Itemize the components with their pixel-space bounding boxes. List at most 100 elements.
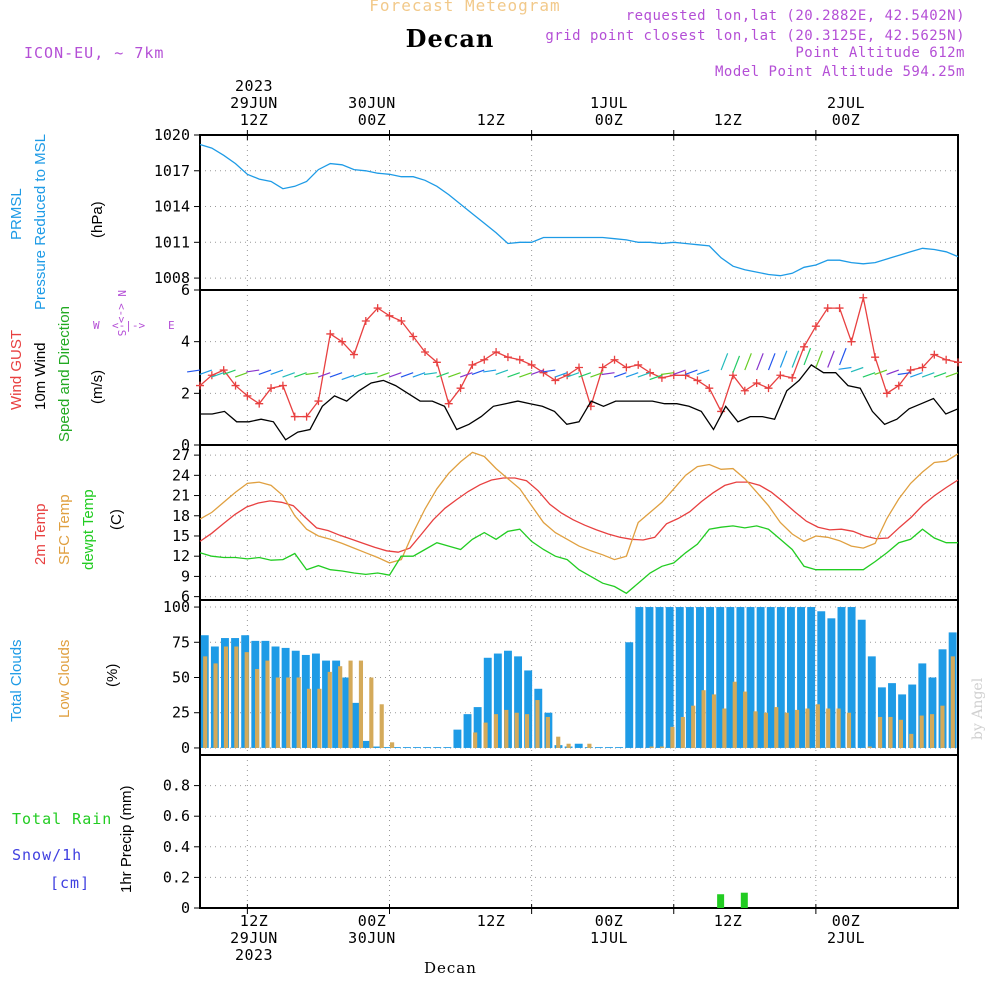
total-cloud-bar	[291, 650, 300, 748]
time-label-line: 12Z	[239, 912, 269, 930]
low-cloud-bar	[722, 708, 727, 748]
wind-direction-arrow	[187, 369, 201, 373]
low-cloud-bar	[348, 660, 353, 748]
total-cloud-bar	[847, 607, 856, 748]
wind-direction-arrow	[554, 372, 568, 378]
rain-label: Total Rain	[12, 810, 113, 828]
wind-direction-arrow	[732, 355, 741, 373]
low-cloud-bar	[732, 681, 737, 748]
total-cloud-bar	[402, 747, 411, 748]
total-cloud-bar	[726, 607, 735, 748]
gust-marker	[409, 332, 418, 341]
gust-marker	[432, 358, 441, 367]
low-cloud-bar	[701, 690, 706, 748]
low-cloud-bar	[753, 711, 758, 748]
wind-direction-arrow	[827, 350, 835, 368]
gust-marker	[255, 399, 264, 408]
gust-marker	[634, 360, 643, 369]
low-cloud-bar	[878, 716, 883, 748]
gust-marker	[800, 342, 809, 351]
gust-marker	[918, 363, 927, 372]
total-cloud-bar	[716, 607, 725, 748]
gust-marker	[823, 304, 832, 313]
total-cloud-bar	[675, 607, 684, 748]
low-cloud-bar	[711, 694, 717, 748]
total-cloud-bar	[928, 677, 937, 748]
wind-direction-arrow	[483, 369, 497, 373]
total-cloud-bar	[433, 747, 442, 748]
time-label-line: 00Z	[831, 111, 861, 129]
total-cloud-bar	[504, 650, 512, 748]
gust-marker	[338, 337, 347, 346]
total-cloud-bar	[918, 663, 927, 748]
time-label-line: 00Z	[831, 912, 861, 930]
gust-marker	[349, 350, 358, 359]
wind-direction-arrow	[838, 366, 852, 370]
total-cloud-bar	[665, 607, 674, 748]
total-cloud-bar	[301, 654, 310, 748]
gust-marker	[930, 350, 939, 359]
time-label-line: 00Z	[594, 111, 624, 129]
total-cloud-bar	[625, 642, 634, 748]
low-cloud-bar	[390, 742, 395, 748]
total-cloud-bar	[261, 640, 270, 748]
t2m-series	[199, 477, 959, 553]
ytick-label: 24	[172, 466, 190, 484]
ytick-label: 0.2	[163, 868, 190, 886]
wind-direction-arrow	[353, 372, 367, 378]
total-cloud-bar	[827, 618, 836, 748]
wind-direction-arrow	[531, 369, 544, 376]
low-cloud-bar	[369, 677, 374, 748]
place-name: Decan	[405, 24, 495, 53]
gust-marker	[610, 355, 619, 364]
total-cloud-bar	[797, 607, 805, 748]
low-cloud-bar	[784, 712, 789, 748]
gust-marker	[847, 337, 856, 346]
wind-direction-arrow	[423, 372, 437, 376]
time-label-line: 12Z	[476, 111, 506, 129]
gust-marker	[207, 371, 216, 380]
total-cloud-bar	[413, 747, 421, 748]
total-cloud-bar	[382, 747, 391, 748]
wind-direction-arrow	[246, 369, 260, 373]
low-cloud-bar	[255, 669, 260, 748]
wind-direction-arrow	[660, 372, 674, 376]
low-cloud-bar	[514, 712, 519, 748]
wind-direction-arrow	[400, 372, 414, 378]
total-cloud-bar	[574, 743, 583, 748]
low-cloud-bar	[826, 708, 831, 748]
ytick-label: 0	[181, 436, 190, 454]
wind-direction-arrow	[803, 347, 812, 366]
ytick-label: 1008	[154, 269, 190, 287]
ytick-label: 25	[172, 704, 190, 722]
gust-marker	[515, 355, 524, 364]
time-label-line: 2023	[234, 946, 274, 964]
total-cloud-bar	[938, 649, 947, 748]
gridpoint-coords: grid point closest lon,lat (20.3125E, 42…	[545, 28, 965, 44]
total-cloud-bar	[766, 607, 775, 748]
low-cloud-bar	[535, 700, 540, 748]
low-cloud-bar	[898, 719, 903, 748]
total-cloud-bar	[372, 746, 381, 748]
wind-direction-arrow	[341, 374, 355, 381]
ytick-label: 50	[172, 669, 190, 687]
low-cloud-bar	[358, 660, 364, 748]
ytick-label: 12	[172, 547, 190, 565]
gust-marker	[622, 363, 631, 372]
ytick-label: 100	[163, 598, 190, 616]
gust-marker	[764, 384, 773, 393]
point-altitude: Point Altitude 612m	[795, 45, 965, 61]
wind-direction-arrow	[744, 353, 752, 371]
total-cloud-bar	[483, 657, 492, 748]
gust-marker	[859, 293, 868, 302]
wind-direction-arrow	[779, 350, 788, 368]
gust-marker	[894, 381, 903, 390]
ytick-label: 4	[181, 333, 190, 351]
low-cloud-bar	[504, 709, 509, 748]
gust-marker	[278, 381, 287, 390]
rain-bar	[740, 892, 748, 908]
total-cloud-bar	[362, 740, 371, 748]
top-time-label: 2JUL 00Z	[806, 95, 886, 129]
wind-direction-arrow	[613, 372, 627, 378]
wind-direction-arrow	[756, 353, 764, 371]
